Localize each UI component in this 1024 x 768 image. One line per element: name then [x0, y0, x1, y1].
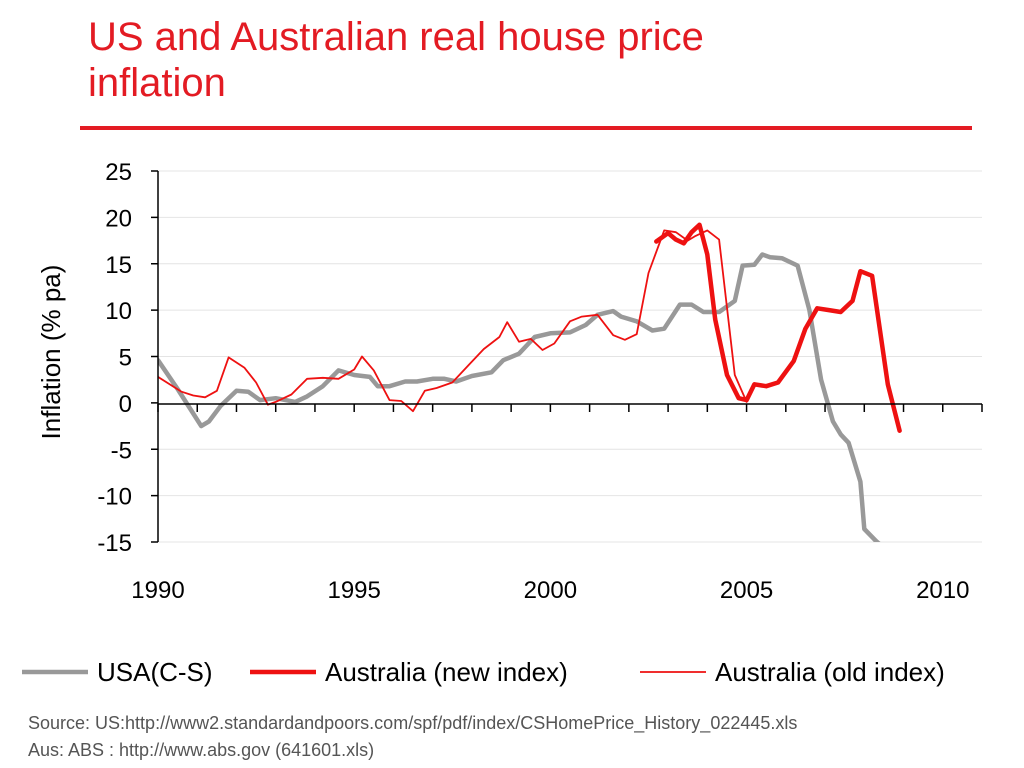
series-line-aus-new — [654, 222, 902, 433]
y-tick-label: 25 — [105, 159, 132, 186]
x-tick-label: 2010 — [916, 577, 969, 604]
source-note: Source: US:http://www2.standardandpoors.… — [28, 710, 1018, 764]
legend-label-aus-new: Australia (new index) — [325, 657, 568, 687]
axes: 25 20 15 10 5 0 -5 -10 -15 1990 1995 2000 2005 2010 — [97, 159, 983, 604]
x-tick-label: 2000 — [524, 577, 577, 604]
series-lines — [158, 222, 902, 542]
title-line-1: US and Australian real house price — [88, 15, 704, 59]
legend: USA(C-S) Australia (new index) Australia (… — [22, 657, 945, 687]
source-line-aus: Aus: ABS : http://www.abs.gov (641601.xl… — [28, 740, 375, 760]
series-line-aus-old — [158, 229, 748, 413]
y-tick-label: 15 — [105, 252, 132, 279]
x-tick-label: 2005 — [720, 577, 773, 604]
series-line-usa — [158, 252, 881, 542]
x-tick-label: 1990 — [131, 577, 184, 604]
y-tick-label: -10 — [97, 484, 132, 511]
y-tick-label: 20 — [105, 205, 132, 232]
title-line-2: inflation — [88, 61, 226, 105]
y-tick-label: -5 — [111, 437, 132, 464]
legend-label-usa: USA(C-S) — [97, 657, 213, 687]
y-tick-label: -15 — [97, 530, 132, 557]
line-chart: 25 20 15 10 5 0 -5 -10 -15 1990 1995 2000 2005 2010 I… — [22, 159, 983, 687]
gridlines — [158, 170, 982, 543]
y-tick-label: 0 — [119, 391, 132, 418]
title-underline — [80, 126, 972, 130]
source-line-us: Source: US:http://www2.standardandpoors.… — [28, 713, 798, 733]
slide-title: US and Australian real house price infla… — [88, 14, 968, 106]
x-tick-label: 1995 — [327, 577, 380, 604]
y-tick-label: 5 — [119, 345, 132, 372]
y-axis-title: Inflation (% pa) — [36, 265, 66, 440]
legend-label-aus-old: Australia (old index) — [715, 657, 945, 687]
y-tick-label: 10 — [105, 298, 132, 325]
